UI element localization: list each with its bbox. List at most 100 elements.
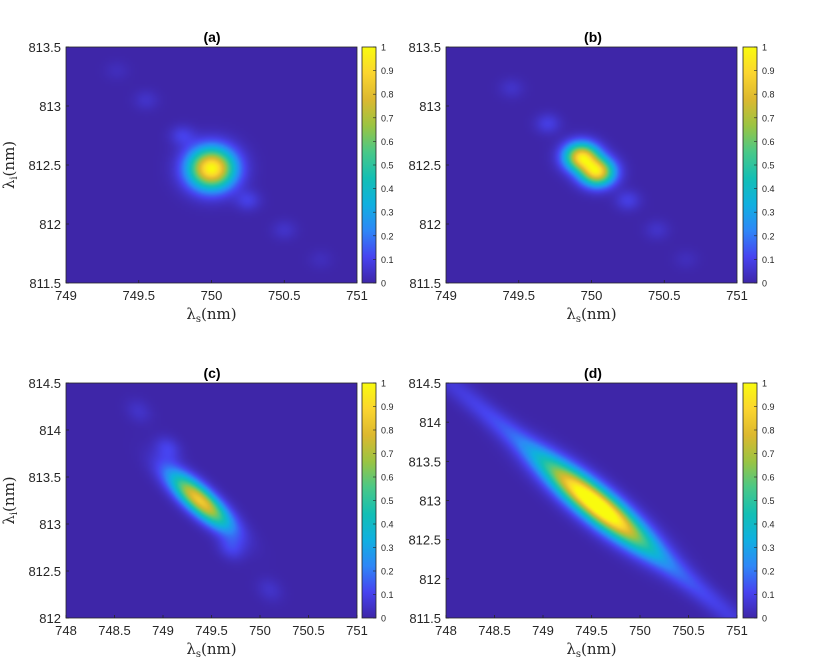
colorbar-tick-label: 0.2 bbox=[381, 567, 394, 577]
x-tick-label: 748 bbox=[55, 623, 77, 638]
colorbar-tick-label: 0.9 bbox=[762, 402, 775, 412]
y-tick-label: 812.5 bbox=[408, 533, 441, 548]
colorbar-tick-label: 0.6 bbox=[762, 473, 775, 483]
heatmap-image bbox=[66, 383, 357, 618]
colorbar-tick-label: 0.6 bbox=[381, 473, 394, 483]
heatmap-image bbox=[66, 47, 357, 283]
y-tick-label: 813.5 bbox=[408, 40, 441, 55]
x-tick-label: 750.5 bbox=[292, 623, 325, 638]
x-tick-label: 749.5 bbox=[122, 288, 155, 303]
y-tick-label: 812.5 bbox=[28, 564, 61, 579]
x-axis-label: λs(nm) bbox=[566, 640, 616, 660]
y-tick-label: 813 bbox=[39, 99, 61, 114]
colorbar-tick-label: 0.9 bbox=[762, 66, 775, 76]
y-tick-label: 812 bbox=[419, 572, 441, 587]
x-tick-label: 750.5 bbox=[648, 288, 681, 303]
colorbar-tick-label: 0.2 bbox=[762, 231, 775, 241]
colorbar-tick-label: 0.3 bbox=[762, 543, 775, 553]
x-axis-label: λs(nm) bbox=[186, 305, 236, 325]
y-axis-label: λi(nm) bbox=[0, 476, 20, 524]
x-axis-label: λs(nm) bbox=[186, 640, 236, 660]
x-axis-label: λs(nm) bbox=[566, 305, 616, 325]
colorbar-tick-label: 0.1 bbox=[381, 255, 394, 265]
panel-d-title: (d) bbox=[584, 365, 602, 381]
y-tick-label: 814 bbox=[39, 423, 61, 438]
colorbar-tick-label: 0 bbox=[381, 614, 386, 624]
y-tick-label: 813 bbox=[39, 517, 61, 532]
y-tick-label: 814.5 bbox=[408, 376, 441, 391]
heatmap-image bbox=[446, 47, 737, 283]
colorbar-tick-label: 0.4 bbox=[762, 184, 775, 194]
x-tick-label: 750 bbox=[201, 288, 223, 303]
y-tick-label: 814.5 bbox=[28, 376, 61, 391]
colorbar-tick-label: 1 bbox=[762, 43, 767, 53]
panel-c-title: (c) bbox=[203, 365, 220, 381]
x-tick-label: 751 bbox=[726, 288, 748, 303]
y-tick-label: 811.5 bbox=[409, 276, 441, 291]
colorbar-tick-label: 0.3 bbox=[381, 543, 394, 553]
colorbar-tick-label: 0.7 bbox=[381, 113, 394, 123]
y-tick-label: 811.5 bbox=[409, 611, 441, 626]
x-tick-label: 748 bbox=[435, 623, 457, 638]
colorbar-tick-label: 0.7 bbox=[762, 449, 775, 459]
colorbar-tick-label: 0.5 bbox=[381, 161, 394, 171]
colorbar-tick-label: 0.1 bbox=[762, 255, 775, 265]
y-tick-label: 811.5 bbox=[29, 276, 61, 291]
y-tick-label: 812 bbox=[39, 217, 61, 232]
heatmap-image bbox=[446, 383, 737, 618]
x-tick-label: 749.5 bbox=[195, 623, 228, 638]
y-tick-label: 814 bbox=[419, 415, 441, 430]
x-tick-label: 750 bbox=[581, 288, 603, 303]
x-tick-label: 751 bbox=[346, 288, 368, 303]
colorbar-tick-label: 0.2 bbox=[381, 231, 394, 241]
colorbar-tick-label: 0.9 bbox=[381, 66, 394, 76]
colorbar-tick-label: 0.9 bbox=[381, 402, 394, 412]
colorbar-tick-label: 0.7 bbox=[381, 449, 394, 459]
x-tick-label: 749 bbox=[152, 623, 174, 638]
colorbar-tick-label: 1 bbox=[381, 43, 386, 53]
colorbar-tick-label: 0.3 bbox=[762, 208, 775, 218]
y-tick-label: 813 bbox=[419, 494, 441, 509]
x-tick-label: 750 bbox=[249, 623, 271, 638]
colorbar-tick-label: 1 bbox=[381, 379, 386, 389]
y-tick-label: 812 bbox=[39, 611, 61, 626]
y-axis-label: λi(nm) bbox=[0, 141, 20, 189]
panel-a-title: (a) bbox=[203, 29, 220, 45]
y-tick-label: 812.5 bbox=[28, 158, 61, 173]
colorbar-tick-label: 0.8 bbox=[762, 426, 775, 436]
x-tick-label: 750 bbox=[629, 623, 651, 638]
x-tick-label: 749.5 bbox=[502, 288, 535, 303]
x-tick-label: 749 bbox=[55, 288, 77, 303]
y-tick-label: 813.5 bbox=[28, 470, 61, 485]
colorbar-tick-label: 1 bbox=[762, 379, 767, 389]
x-tick-label: 749 bbox=[435, 288, 457, 303]
y-tick-label: 813.5 bbox=[408, 454, 441, 469]
panel-d: (d) 748 748.5 749 749.5 750 750.5 751 811.5 812 8… bbox=[408, 365, 774, 660]
y-tick-label: 813 bbox=[419, 99, 441, 114]
panel-c: (c) 748 748.5 749 749.5 750 750.5 751 812 812.5 8… bbox=[0, 365, 394, 660]
colorbar-tick-label: 0 bbox=[381, 279, 386, 289]
colorbar-tick-label: 0.5 bbox=[381, 496, 394, 506]
colorbar-tick-label: 0.3 bbox=[381, 208, 394, 218]
colorbar-tick-label: 0.6 bbox=[762, 137, 775, 147]
x-tick-label: 748.5 bbox=[478, 623, 511, 638]
colorbar-tick-label: 0.2 bbox=[762, 567, 775, 577]
colorbar-tick-label: 0.5 bbox=[762, 161, 775, 171]
x-tick-label: 748.5 bbox=[98, 623, 131, 638]
panel-b-title: (b) bbox=[584, 29, 602, 45]
colorbar-tick-label: 0.1 bbox=[762, 590, 775, 600]
x-tick-label: 749.5 bbox=[575, 623, 608, 638]
colorbar-tick-label: 0.4 bbox=[762, 520, 775, 530]
colorbar-tick-label: 0.1 bbox=[381, 590, 394, 600]
panel-a: (a) 749 749.5 750 750.5 751 811.5 812 812.5 813 8… bbox=[0, 29, 394, 325]
y-tick-label: 812 bbox=[419, 217, 441, 232]
x-tick-label: 750.5 bbox=[268, 288, 301, 303]
y-tick-label: 813.5 bbox=[28, 40, 61, 55]
y-tick-label: 812.5 bbox=[408, 158, 441, 173]
colorbar-tick-label: 0.8 bbox=[381, 90, 394, 100]
colorbar-tick-label: 0.8 bbox=[762, 90, 775, 100]
x-tick-label: 749 bbox=[532, 623, 554, 638]
colorbar-tick-label: 0.4 bbox=[381, 184, 394, 194]
x-tick-label: 751 bbox=[346, 623, 368, 638]
